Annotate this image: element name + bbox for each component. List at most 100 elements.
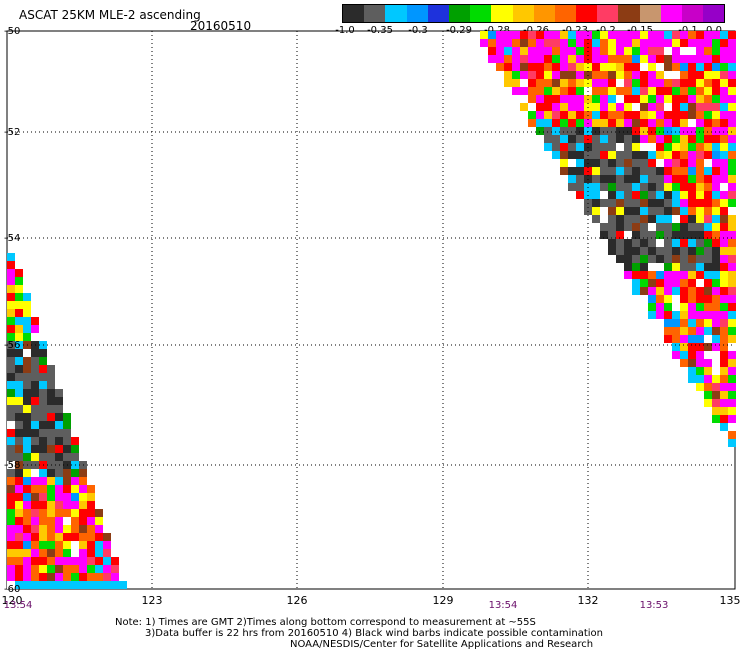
swath-cell [63, 541, 71, 549]
swath-cell [640, 111, 648, 119]
swath-cell [39, 469, 47, 477]
swath-cell [648, 151, 656, 159]
swath-cell [600, 95, 608, 103]
swath-cell [640, 79, 648, 87]
swath-cell [31, 333, 39, 341]
swath-cell [55, 477, 63, 485]
swath-cell [592, 39, 600, 47]
swath-cell [640, 31, 648, 39]
swath-cell [664, 271, 672, 279]
swath-cell [712, 263, 720, 271]
swath-cell [71, 509, 79, 517]
swath-cell [704, 263, 712, 271]
colorbar-segment [576, 5, 598, 22]
swath-cell [704, 103, 712, 111]
swath-cell [728, 279, 736, 287]
swath-cell [608, 199, 616, 207]
swath-cell [23, 477, 31, 485]
swath-cell [712, 279, 720, 287]
swath-cell [648, 31, 656, 39]
swath-cell [720, 39, 728, 47]
swath-cell [608, 215, 616, 223]
swath-cell [632, 191, 640, 199]
swath-cell [664, 199, 672, 207]
colorbar-segment [343, 5, 365, 22]
swath-cell [672, 119, 680, 127]
swath-cell [648, 159, 656, 167]
swath-cell [672, 111, 680, 119]
swath-cell [664, 335, 672, 343]
swath-cell [7, 501, 15, 509]
swath-cell [648, 167, 656, 175]
swath-cell [536, 31, 544, 39]
swath-cell [15, 541, 23, 549]
swath-cell [23, 493, 31, 501]
swath-cell [720, 343, 728, 351]
swath-cell [688, 343, 696, 351]
swath-cell [592, 215, 600, 223]
swath-cell [95, 525, 103, 533]
swath-cell [23, 437, 31, 445]
swath-cell [55, 453, 63, 461]
swath-cell [680, 71, 688, 79]
swath-cell [520, 31, 528, 39]
swath-cell [600, 207, 608, 215]
swath-cell [712, 247, 720, 255]
swath-cell [624, 207, 632, 215]
swath-cell [720, 167, 728, 175]
swath-cell [616, 143, 624, 151]
swath-cell [680, 159, 688, 167]
swath-cell [560, 127, 568, 135]
swath-cell [680, 55, 688, 63]
swath-cell [576, 47, 584, 55]
swath-cell [688, 95, 696, 103]
swath-time-label: 13:53 [639, 600, 669, 611]
swath-cell [600, 79, 608, 87]
swath-cell [632, 223, 640, 231]
swath-cell [656, 199, 664, 207]
swath-cell [616, 31, 624, 39]
swath-cell [640, 271, 648, 279]
swath-cell [624, 247, 632, 255]
swath-cell [656, 55, 664, 63]
swath-cell [15, 421, 23, 429]
swath-cell [656, 71, 664, 79]
swath-cell [63, 549, 71, 557]
swath-cell [608, 47, 616, 55]
swath-cell [688, 151, 696, 159]
swath-cell [512, 39, 520, 47]
swath-cell [7, 509, 15, 517]
swath-cell [31, 477, 39, 485]
swath-cell [71, 445, 79, 453]
swath-cell [608, 127, 616, 135]
colorbar-segment [470, 5, 492, 22]
swath-cell [544, 47, 552, 55]
swath-cell [55, 429, 63, 437]
swath-cell [720, 263, 728, 271]
swath-cell [23, 397, 31, 405]
swath-cell [704, 159, 712, 167]
note-line-3: NOAA/NESDIS/Center for Satellite Applica… [290, 639, 594, 650]
swath-cell [704, 287, 712, 295]
swath-cell [55, 493, 63, 501]
swath-cell [648, 79, 656, 87]
swath-cell [712, 159, 720, 167]
swath-cell [63, 533, 71, 541]
swath-cell [680, 231, 688, 239]
swath-cell [592, 95, 600, 103]
longitude-tick-label: 135 [719, 594, 740, 607]
swath-cell [31, 581, 39, 589]
swath-cell [7, 277, 15, 285]
swath-cell [608, 151, 616, 159]
swath-cell [600, 47, 608, 55]
swath-cell [39, 365, 47, 373]
swath-cell [7, 453, 15, 461]
swath-cell [15, 485, 23, 493]
swath-cell [672, 39, 680, 47]
swath-cell [55, 509, 63, 517]
swath-cell [728, 135, 736, 143]
swath-cell [712, 199, 720, 207]
swath-cell [496, 55, 504, 63]
swath-cell [632, 87, 640, 95]
swath-cell [712, 343, 720, 351]
